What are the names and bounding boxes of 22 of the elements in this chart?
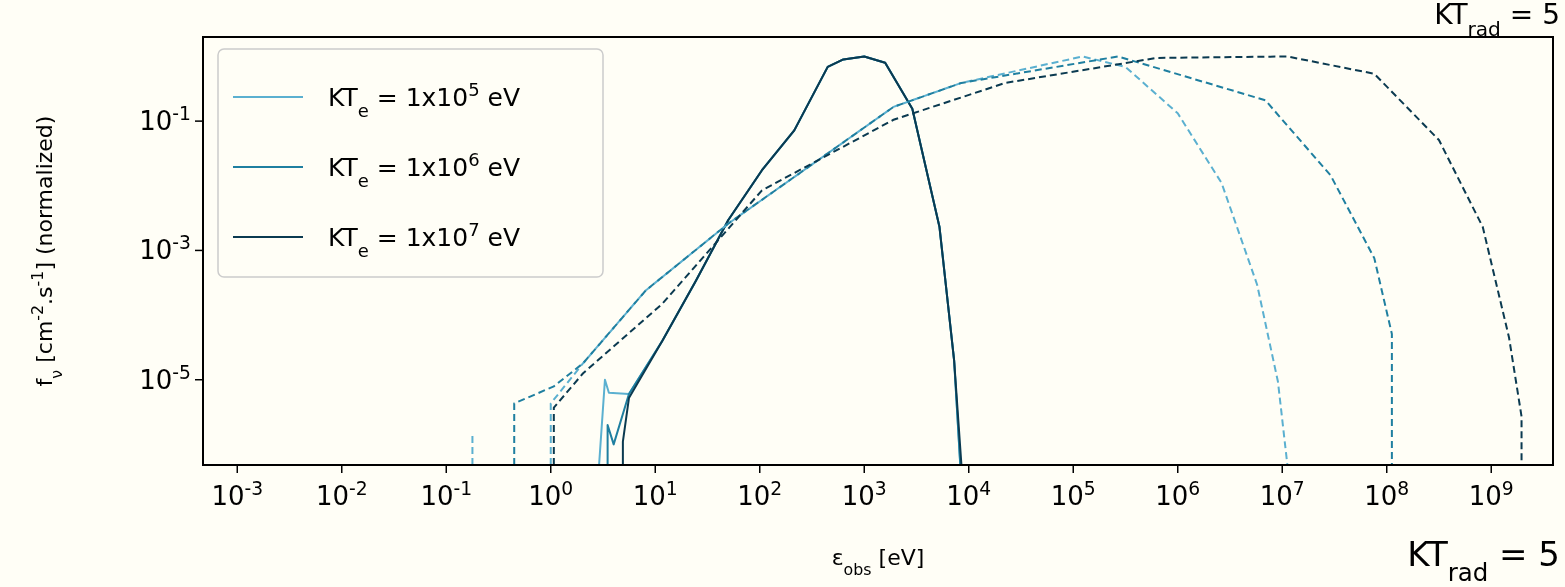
x-tick-label: 10$^{0}$ [528,477,574,511]
x-tick-label: 10$^{4}$ [946,477,992,511]
y-tick-label: 10$^{-1}$ [139,102,191,137]
x-tick-label: 10$^{1}$ [632,477,678,511]
legend-label: KT$_{e}$ = 1x10$^{7}$ eV [328,218,521,261]
legend-label: KT$_{e}$ = 1x10$^{6}$ eV [328,148,521,191]
x-tick-label: 10$^{-1}$ [420,477,473,511]
x-tick-label: 10$^{-3}$ [211,477,264,511]
x-tick-label: 10$^{8}$ [1364,477,1410,511]
x-tick-label: 10$^{6}$ [1155,477,1201,511]
annotation: KT$_{rad}$ = 5 [1434,0,1560,41]
legend-label: KT$_{e}$ = 1x10$^{5}$ eV [328,78,521,121]
x-tick-label: 10$^{3}$ [841,477,887,511]
y-tick-label: 10$^{-3}$ [139,231,191,266]
x-tick-label: 10$^{9}$ [1468,477,1514,511]
x-tick-label: 10$^{5}$ [1050,477,1096,511]
x-tick-label: 10$^{7}$ [1259,477,1305,511]
x-tick-label: 10$^{-2}$ [315,477,368,511]
x-tick-label: 10$^{2}$ [737,477,783,511]
text: KT$_{rad}$ = 5 [1407,534,1560,587]
y-tick-label: 10$^{-5}$ [139,361,191,395]
x-axis-title: ε$_{obs}$ [eV] [831,545,925,579]
